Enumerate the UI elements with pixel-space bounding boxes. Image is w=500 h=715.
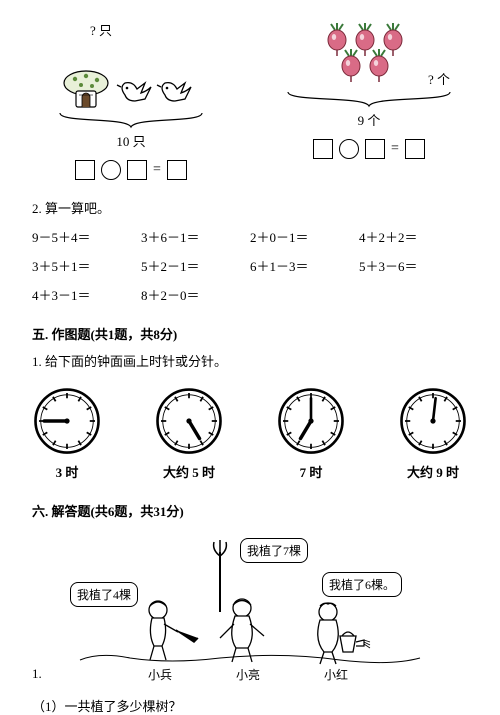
clock-face-icon [276, 386, 346, 456]
left-equation: = [75, 160, 187, 180]
section5-title: 五. 作图题(共1题，共8分) [32, 324, 468, 343]
clock-col: 7 时 [276, 386, 346, 481]
clock-label: 3 时 [56, 462, 79, 481]
eq-box [365, 139, 385, 159]
arith-item: 4＋2＋2＝ [359, 227, 468, 246]
clock-label: 7 时 [300, 462, 323, 481]
right-equation: = [313, 139, 425, 159]
name-xiaoliang: 小亮 [236, 666, 260, 683]
clock-face-icon [32, 386, 102, 456]
left-bracket-label: 10 只 [116, 131, 145, 150]
clock-col: 大约 5 时 [154, 386, 224, 481]
right-question-label: ? 个 [428, 69, 450, 88]
clock-col: 3 时 [32, 386, 102, 481]
radishes-icon [309, 20, 429, 84]
left-illustration [56, 41, 206, 111]
arith-item: 3＋6－1＝ [141, 227, 250, 246]
mushroom-hut-icon [61, 67, 111, 111]
eq-box [167, 160, 187, 180]
eq-equal: = [153, 162, 161, 178]
clock-face-icon [398, 386, 468, 456]
right-bracket [284, 90, 454, 108]
right-illustration: ? 个 [284, 20, 454, 90]
eq-box [127, 160, 147, 180]
top-figures-row: ? 只 [32, 20, 468, 180]
eq-op-circle [339, 139, 359, 159]
name-xiaobing: 小兵 [148, 666, 172, 683]
speech-xiaohong: 我植了6棵。 [322, 572, 402, 597]
arith-item: 5＋3－6＝ [359, 256, 468, 275]
clocks-row: 3 时 大约 5 时 [32, 386, 468, 481]
eq-box [405, 139, 425, 159]
eq-box [313, 139, 333, 159]
arith-grid: 9－5＋4＝ 3＋6－1＝ 2＋0－1＝ 4＋2＋2＝ 3＋5＋1＝ 5＋2－1… [32, 227, 468, 304]
name-xiaohong: 小红 [324, 666, 348, 683]
figure-left: ? 只 [32, 20, 230, 180]
eq-equal: = [391, 141, 399, 157]
arith-item: 8＋2－0＝ [141, 285, 250, 304]
q2-title: 2. 算一算吧。 [32, 198, 468, 217]
arith-item: 4＋3－1＝ [32, 285, 141, 304]
arith-item: 5＋2－1＝ [141, 256, 250, 275]
section6-title: 六. 解答题(共6题，共31分) [32, 501, 468, 520]
plant-scene: 我植了4棵 我植了7棵 我植了6棵。 小兵 小亮 小红 [70, 532, 430, 682]
birds-icon [111, 71, 201, 111]
eq-box [75, 160, 95, 180]
clock-col: 大约 9 时 [398, 386, 468, 481]
clock-label: 大约 5 时 [163, 462, 215, 481]
left-question-label: ? 只 [90, 20, 112, 39]
sub-question-1: （1）一共植了多少棵树？ [32, 696, 468, 715]
clock-label: 大约 9 时 [407, 462, 459, 481]
clock-face-icon [154, 386, 224, 456]
eq-op-circle [101, 160, 121, 180]
arith-item: 2＋0－1＝ [250, 227, 359, 246]
arith-item [250, 285, 359, 304]
right-bracket-label: 9 个 [358, 110, 381, 129]
figure-right: ? 个 9 个 = [270, 20, 468, 180]
speech-xiaobing: 我植了4棵 [70, 582, 138, 607]
arith-item: 6＋1－3＝ [250, 256, 359, 275]
arith-item: 9－5＋4＝ [32, 227, 141, 246]
arith-item [359, 285, 468, 304]
arith-item: 3＋5＋1＝ [32, 256, 141, 275]
section5-q1: 1. 给下面的钟面画上时针或分针。 [32, 351, 468, 370]
speech-xiaoliang: 我植了7棵 [240, 538, 308, 563]
left-bracket [56, 111, 206, 129]
